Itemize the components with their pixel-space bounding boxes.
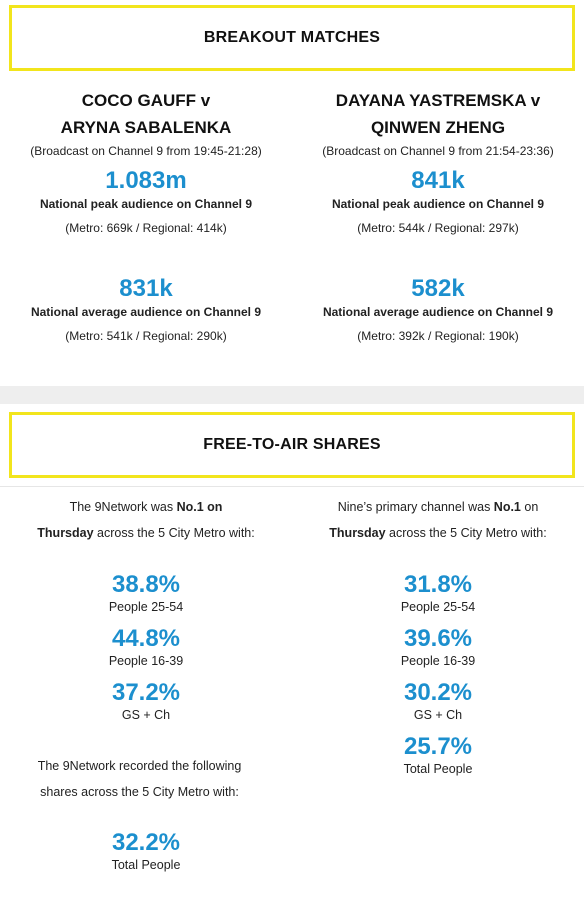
- share-label: GS + Ch: [121, 708, 171, 722]
- match-title-line1: COCO GAUFF v: [81, 91, 211, 110]
- peak-audience-value: 1.083m: [105, 167, 187, 194]
- share-metric: 44.8% People 16-39: [0, 625, 292, 669]
- share-metric: 31.8% People 25-54: [292, 571, 584, 615]
- share-value: 38.8%: [111, 571, 181, 598]
- share-value: 32.2%: [111, 829, 181, 856]
- share-label: People 25-54: [108, 600, 184, 614]
- right-intro: Nine’s primary channel was No.1 on Thurs…: [292, 494, 584, 546]
- share-value: 39.6%: [403, 625, 473, 652]
- share-metric: 38.8% People 25-54: [0, 571, 292, 615]
- match-card-2: DAYANA YASTREMSKA v QINWEN ZHENG (Broadc…: [292, 86, 584, 366]
- peak-audience-label: National peak audience on Channel 9: [39, 197, 253, 211]
- peak-audience-label: National peak audience on Channel 9: [331, 197, 545, 211]
- match-title-line2: ARYNA SABALENKA: [60, 118, 232, 137]
- share-label: Total People: [403, 762, 473, 776]
- share-value: 25.7%: [403, 733, 473, 760]
- section-divider: [0, 386, 584, 404]
- share-value: 37.2%: [111, 679, 181, 706]
- share-metric: 39.6% People 16-39: [292, 625, 584, 669]
- share-value: 30.2%: [403, 679, 473, 706]
- peak-audience-split: (Metro: 669k / Regional: 414k): [65, 221, 227, 235]
- avg-audience-split: (Metro: 541k / Regional: 290k): [65, 329, 227, 343]
- peak-audience-split: (Metro: 544k / Regional: 297k): [357, 221, 519, 235]
- match-title-line2: QINWEN ZHENG: [370, 118, 506, 137]
- share-metric: 25.7% Total People: [292, 733, 584, 777]
- recorded-line1: The 9Network recorded the following: [37, 759, 242, 773]
- avg-audience-label: National average audience on Channel 9: [30, 305, 262, 319]
- left-intro: The 9Network was No.1 on Thursday across…: [0, 494, 292, 546]
- avg-audience-label: National average audience on Channel 9: [322, 305, 554, 319]
- broadcast-time: (Broadcast on Channel 9 from 21:54-23:36…: [322, 144, 554, 158]
- share-value: 31.8%: [403, 571, 473, 598]
- left-intro-line1: The 9Network was No.1 on: [69, 500, 223, 514]
- fta-heading: FREE-TO-AIR SHARES: [203, 436, 381, 453]
- avg-audience-value: 582k: [411, 275, 465, 302]
- share-label: GS + Ch: [413, 708, 463, 722]
- share-metric: 30.2% GS + Ch: [292, 679, 584, 723]
- share-label: People 16-39: [108, 654, 184, 668]
- recorded-line2: shares across the 5 City Metro with:: [40, 785, 239, 799]
- share-metric-total: 32.2% Total People: [0, 829, 292, 873]
- divider-line: [0, 486, 584, 487]
- share-metric: 37.2% GS + Ch: [0, 679, 292, 723]
- share-label: People 25-54: [400, 600, 476, 614]
- fta-left-column: The 9Network was No.1 on Thursday across…: [0, 494, 292, 894]
- breakout-banner: BREAKOUT MATCHES: [9, 5, 575, 71]
- breakout-heading: BREAKOUT MATCHES: [203, 29, 381, 46]
- left-recorded-text: The 9Network recorded the following shar…: [0, 753, 292, 805]
- match-title-line1: DAYANA YASTREMSKA v: [335, 91, 541, 110]
- left-intro-line2: Thursday across the 5 City Metro with:: [37, 526, 255, 540]
- match-card-1: COCO GAUFF v ARYNA SABALENKA (Broadcast …: [0, 86, 292, 366]
- broadcast-time: (Broadcast on Channel 9 from 19:45-21:28…: [30, 144, 262, 158]
- fta-right-column: Nine’s primary channel was No.1 on Thurs…: [292, 494, 584, 794]
- fta-banner: FREE-TO-AIR SHARES: [9, 412, 575, 478]
- avg-audience-split: (Metro: 392k / Regional: 190k): [357, 329, 519, 343]
- right-intro-line2: Thursday across the 5 City Metro with:: [329, 526, 547, 540]
- share-label: People 16-39: [400, 654, 476, 668]
- avg-audience-value: 831k: [119, 275, 173, 302]
- share-value: 44.8%: [111, 625, 181, 652]
- share-label: Total People: [111, 858, 181, 872]
- right-intro-line1: Nine’s primary channel was No.1 on: [337, 500, 539, 514]
- peak-audience-value: 841k: [411, 167, 465, 194]
